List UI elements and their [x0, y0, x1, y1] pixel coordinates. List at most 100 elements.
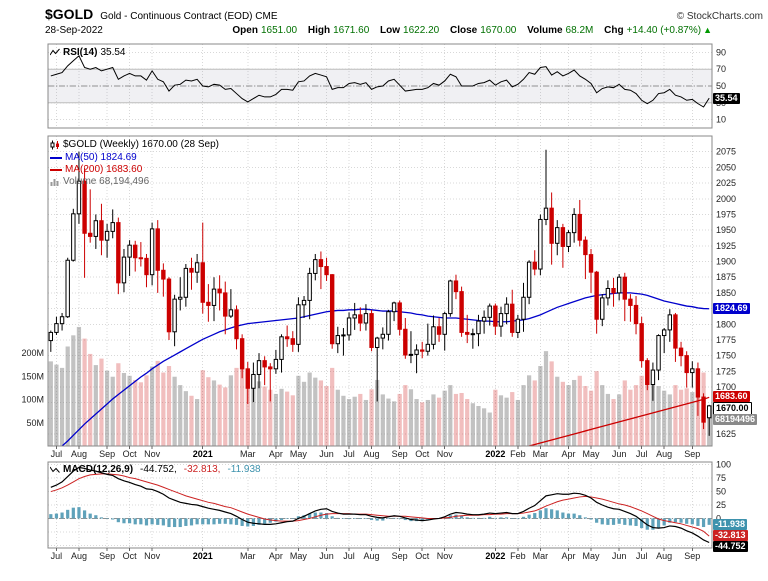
svg-text:1950: 1950 — [716, 225, 736, 235]
svg-text:25: 25 — [716, 500, 726, 510]
svg-text:50M: 50M — [26, 418, 44, 428]
svg-text:Sep: Sep — [392, 449, 408, 459]
volume-legend: Volume 68,194,496 — [50, 176, 149, 187]
macd-legend: MACD(12,26,9) -44.752, -32.813, -11.938 — [50, 464, 261, 475]
rsi-legend: RSI(14) 35.54 — [50, 47, 125, 58]
svg-text:2050: 2050 — [716, 162, 736, 172]
svg-text:Aug: Aug — [71, 551, 87, 561]
svg-text:Jul: Jul — [636, 449, 648, 459]
svg-text:Apr: Apr — [562, 551, 576, 561]
chart-description: Gold - Continuous Contract (EOD) CME — [100, 11, 278, 22]
svg-text:Nov: Nov — [437, 449, 454, 459]
ma50-legend-text: MA(50) 1824.69 — [65, 152, 137, 163]
svg-text:Mar: Mar — [240, 551, 256, 561]
price-legend: $GOLD (Weekly) 1670.00 (28 Sep) — [50, 139, 219, 150]
svg-text:Jul: Jul — [51, 551, 63, 561]
svg-text:2021: 2021 — [193, 449, 213, 459]
svg-text:May: May — [290, 551, 308, 561]
macd-legend-label: MACD(12,26,9) — [63, 464, 134, 475]
svg-text:50: 50 — [716, 81, 726, 91]
high-label: High — [307, 25, 331, 36]
svg-text:Jun: Jun — [319, 551, 334, 561]
svg-text:May: May — [290, 449, 308, 459]
chart-header: $GOLD Gold - Continuous Contract (EOD) C… — [45, 6, 763, 22]
chg-value: +14.40 (+0.87%) — [626, 25, 702, 36]
svg-text:Apr: Apr — [269, 551, 283, 561]
svg-text:1725: 1725 — [716, 366, 736, 376]
svg-text:2021: 2021 — [193, 551, 213, 561]
indicator-line-icon — [50, 48, 60, 56]
candlesticks — [48, 149, 712, 436]
svg-text:Mar: Mar — [240, 449, 256, 459]
price-legend-text: $GOLD (Weekly) 1670.00 (28 Sep) — [63, 139, 220, 150]
quote-line: 28-Sep-2022 Open 1651.00 High 1671.60 Low 1… — [45, 25, 712, 36]
svg-text:Oct: Oct — [123, 551, 138, 561]
svg-text:1775: 1775 — [716, 335, 736, 345]
ma50-legend: MA(50) 1824.69 — [50, 152, 137, 163]
svg-text:Apr: Apr — [562, 449, 576, 459]
ohlc-quote: Open 1651.00 High 1671.60 Low 1622.20 Close… — [232, 25, 712, 36]
rsi-last-value-box: 35.54 — [713, 93, 740, 104]
svg-text:2000: 2000 — [716, 194, 736, 204]
macd-signal-value: -32.813, — [183, 464, 221, 475]
svg-text:Aug: Aug — [364, 449, 380, 459]
svg-text:Jun: Jun — [612, 449, 627, 459]
ma200-last-value-box: 1683.60 — [713, 391, 750, 402]
svg-text:Feb: Feb — [510, 449, 526, 459]
high-value: 1671.60 — [333, 25, 370, 36]
svg-text:Jul: Jul — [51, 449, 63, 459]
svg-text:Jul: Jul — [343, 551, 355, 561]
up-triangle-icon: ▲ — [703, 25, 712, 35]
stockcharts-copyright-link[interactable]: © StockCharts.com — [676, 11, 763, 22]
symbol: $GOLD — [45, 6, 94, 22]
svg-text:1750: 1750 — [716, 351, 736, 361]
svg-text:Oct: Oct — [123, 449, 138, 459]
svg-text:100: 100 — [716, 460, 731, 470]
svg-text:2075: 2075 — [716, 147, 736, 157]
volume-label: Volume — [527, 25, 563, 36]
svg-text:Nov: Nov — [437, 551, 454, 561]
svg-text:Aug: Aug — [364, 551, 380, 561]
open-label: Open — [232, 25, 258, 36]
svg-text:Oct: Oct — [415, 449, 430, 459]
svg-text:Oct: Oct — [415, 551, 430, 561]
svg-text:200M: 200M — [21, 348, 44, 358]
svg-text:0: 0 — [716, 513, 721, 523]
svg-text:Aug: Aug — [71, 449, 87, 459]
volume-value: 68.2M — [565, 25, 594, 36]
volume-last-value-box: 68194496 — [713, 414, 758, 425]
svg-text:75: 75 — [716, 473, 726, 483]
macd-line-value-box: -44.752 — [713, 541, 748, 552]
rsi-legend-label: RSI(14) — [63, 47, 98, 58]
ma200-legend: MA(200) 1683.60 — [50, 164, 142, 175]
volume-legend-text: Volume 68,194,496 — [63, 176, 150, 187]
svg-text:2022: 2022 — [485, 551, 505, 561]
svg-text:Jun: Jun — [612, 551, 627, 561]
svg-text:90: 90 — [716, 47, 726, 57]
svg-text:Apr: Apr — [269, 449, 283, 459]
svg-text:Jul: Jul — [343, 449, 355, 459]
svg-text:70: 70 — [716, 64, 726, 74]
svg-text:Aug: Aug — [656, 551, 672, 561]
svg-text:Sep: Sep — [684, 551, 700, 561]
svg-text:1625: 1625 — [716, 429, 736, 439]
svg-text:Feb: Feb — [510, 551, 526, 561]
svg-text:Sep: Sep — [99, 551, 115, 561]
low-label: Low — [380, 25, 401, 36]
rsi-plot — [48, 54, 712, 108]
ma200-line-icon — [50, 168, 62, 171]
ma200-legend-text: MA(200) 1683.60 — [65, 164, 143, 175]
svg-text:May: May — [583, 551, 601, 561]
svg-text:1850: 1850 — [716, 288, 736, 298]
svg-text:100M: 100M — [21, 395, 44, 405]
ma50-line-icon — [50, 156, 62, 159]
macd-hist-value: -11.938 — [227, 464, 261, 475]
svg-text:1875: 1875 — [716, 272, 736, 282]
svg-text:May: May — [583, 449, 601, 459]
chart-date: 28-Sep-2022 — [45, 25, 103, 36]
macd-hist-value-box: -11.938 — [713, 519, 748, 530]
macd-line-value: -44.752, — [140, 464, 177, 475]
svg-text:Mar: Mar — [533, 449, 549, 459]
